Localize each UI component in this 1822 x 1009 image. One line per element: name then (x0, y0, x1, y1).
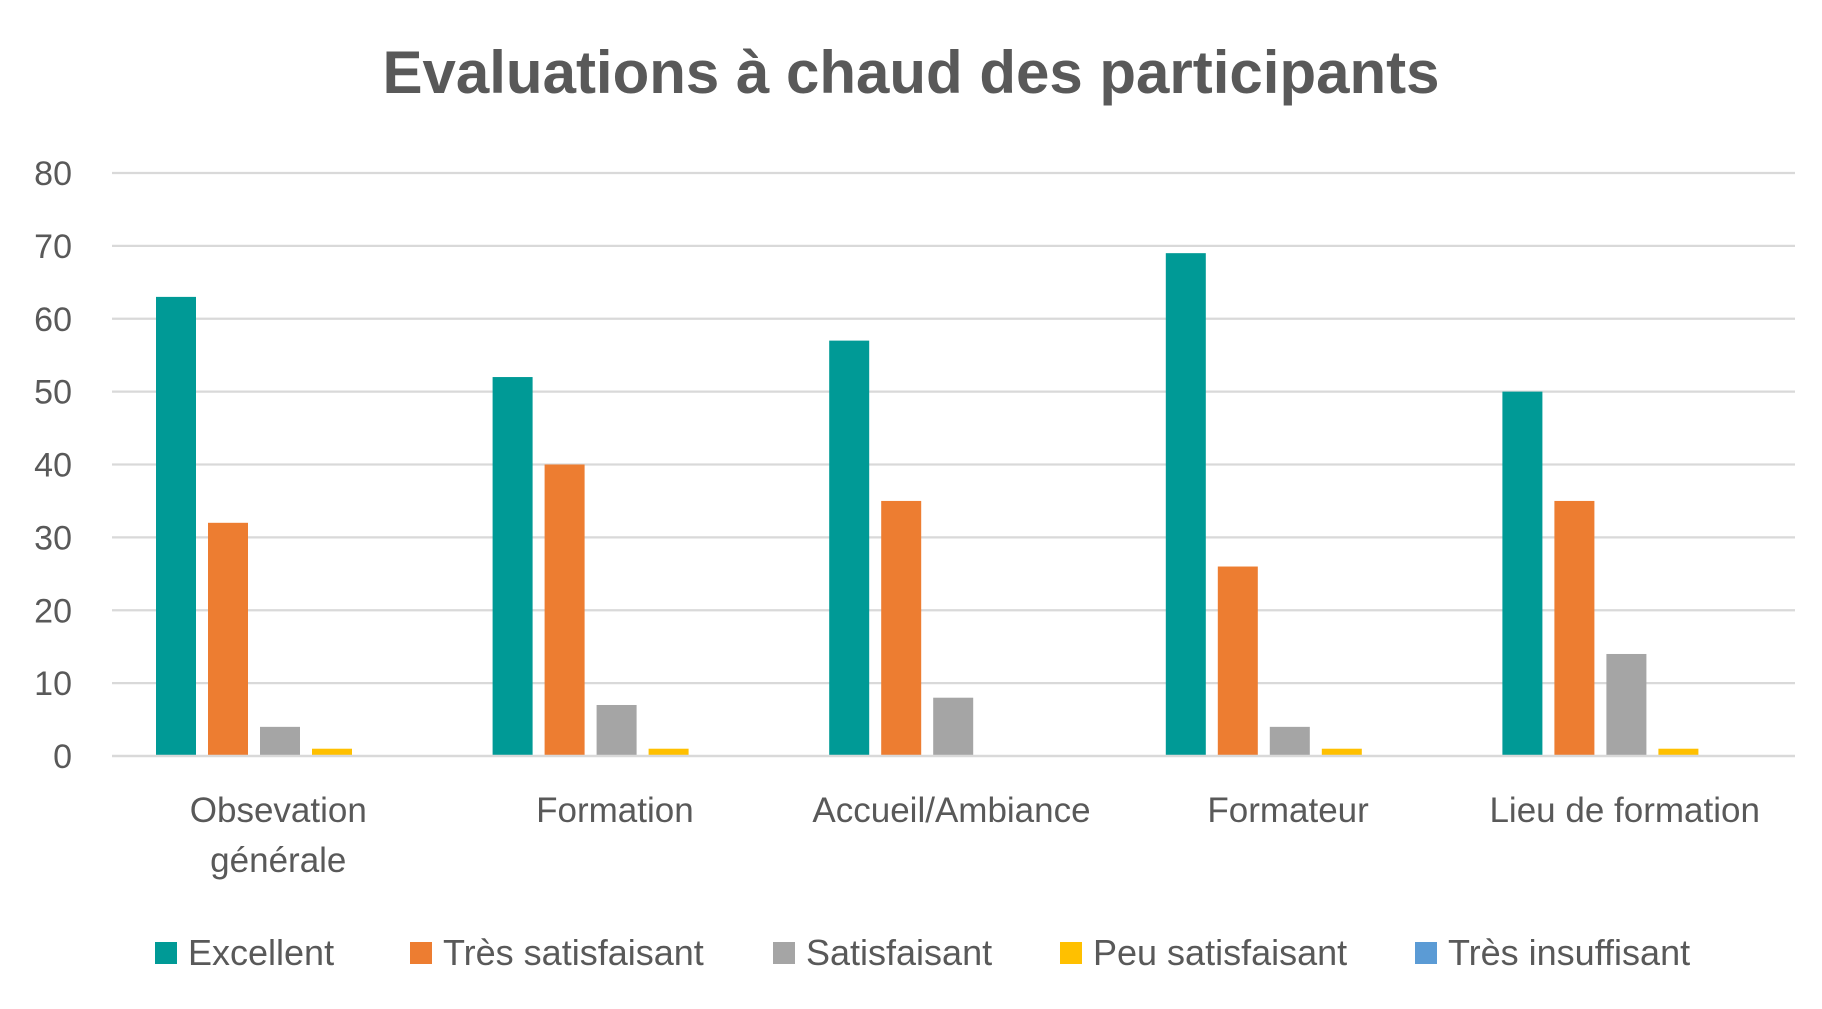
bar-peu-satisfaisant-0 (312, 748, 352, 756)
legend-label: Peu satisfaisant (1093, 932, 1347, 973)
legend-label: Excellent (188, 932, 334, 973)
legend-label: Très satisfaisant (443, 932, 704, 973)
y-tick-label: 10 (34, 665, 72, 703)
legend-swatch (1060, 942, 1082, 964)
bar-peu-satisfaisant-1 (648, 748, 689, 756)
legend: Excellent Très satisfaisant Satisfaisant Pe… (155, 932, 1690, 973)
y-tick-label: 20 (34, 592, 72, 630)
y-tick-label: 30 (34, 519, 72, 557)
y-tick-label: 70 (34, 228, 72, 266)
bar-satisfaisant-4 (1606, 653, 1647, 756)
legend-swatch (773, 942, 795, 964)
bar-excellent-2 (829, 340, 870, 756)
legend-label: Satisfaisant (806, 932, 992, 973)
y-axis-ticks: 0 10 20 30 40 50 60 70 80 (34, 155, 72, 776)
legend-swatch (1415, 942, 1437, 964)
x-category-label: Accueil/Ambiance (812, 791, 1090, 830)
x-category-label: Lieu de formation (1489, 791, 1759, 830)
bar-tr-s-satisfaisant-4 (1554, 500, 1595, 756)
bar-excellent-0 (156, 296, 196, 756)
legend-swatch (155, 942, 177, 964)
y-tick-label: 60 (34, 301, 72, 339)
bar-peu-satisfaisant-4 (1658, 748, 1699, 756)
legend-item: Très insuffisant (1415, 932, 1690, 973)
x-axis-categories: Obsevation générale Formation Accueil/Ambia… (190, 791, 1760, 880)
bar-excellent-3 (1165, 253, 1206, 756)
bar-excellent-1 (492, 377, 533, 756)
bar-tr-s-satisfaisant-0 (208, 522, 248, 756)
bar-satisfaisant-3 (1269, 726, 1310, 756)
bar-tr-s-satisfaisant-1 (544, 464, 585, 756)
bar-tr-s-satisfaisant-3 (1217, 566, 1258, 756)
y-tick-label: 80 (34, 155, 72, 193)
y-tick-label: 40 (34, 447, 72, 485)
x-category-label: Obsevation (190, 791, 367, 830)
bar-satisfaisant-1 (596, 704, 637, 756)
legend-swatch (410, 942, 432, 964)
legend-item: Satisfaisant (773, 932, 992, 973)
chart-title: Evaluations à chaud des participants (382, 39, 1440, 106)
bar-satisfaisant-0 (260, 726, 300, 756)
x-category-label: Formation (536, 791, 694, 830)
legend-item: Peu satisfaisant (1060, 932, 1347, 973)
legend-label: Très insuffisant (1448, 932, 1690, 973)
bar-satisfaisant-2 (933, 697, 974, 756)
legend-item: Très satisfaisant (410, 932, 704, 973)
bar-tr-s-satisfaisant-2 (881, 500, 922, 756)
bar-excellent-4 (1502, 391, 1543, 756)
bar-peu-satisfaisant-3 (1321, 748, 1362, 756)
bars (156, 253, 1699, 756)
legend-item: Excellent (155, 932, 334, 973)
x-category-label: générale (210, 841, 346, 880)
y-tick-label: 50 (34, 374, 72, 412)
y-tick-label: 0 (53, 738, 72, 776)
x-category-label: Formateur (1207, 791, 1369, 830)
gridlines (112, 171, 1795, 685)
